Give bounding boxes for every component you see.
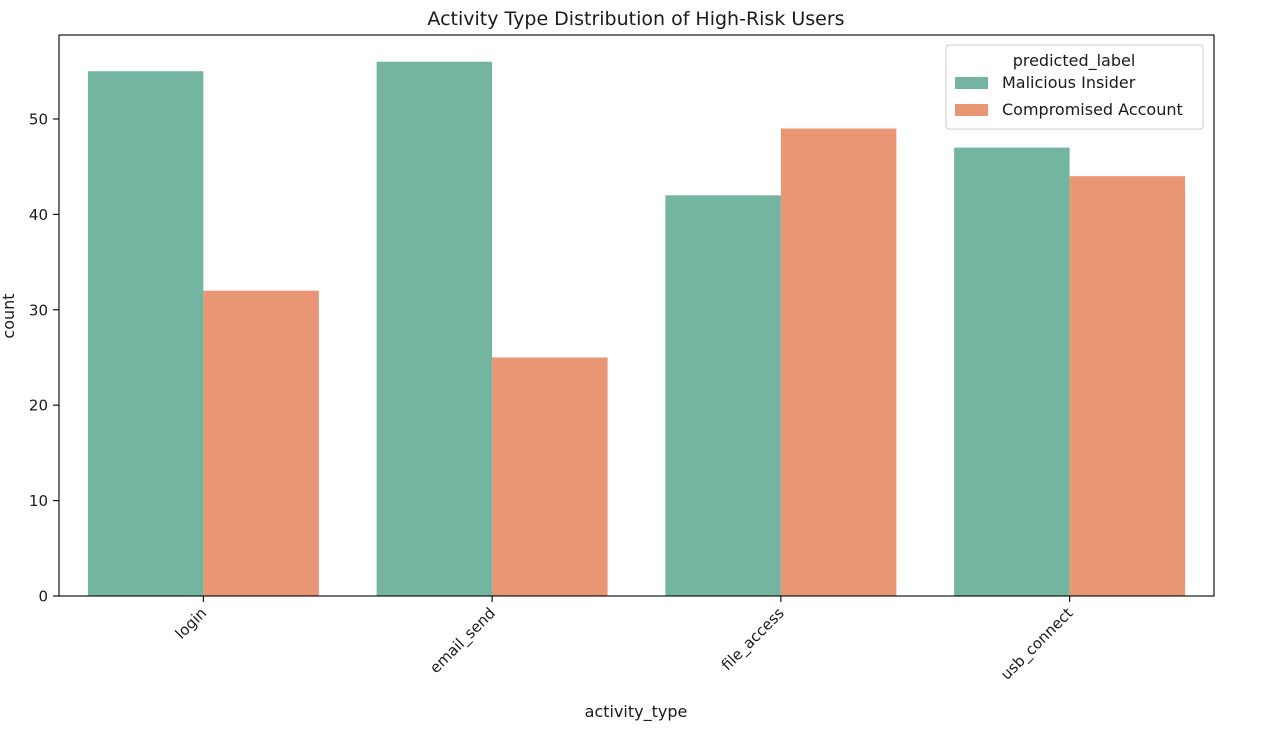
x-tick-label-usb_connect: usb_connect xyxy=(997,604,1077,684)
y-axis-label: count xyxy=(0,293,18,338)
legend-box xyxy=(945,44,1204,130)
y-tick-label: 30 xyxy=(29,301,48,319)
legend-title: predicted_label xyxy=(1013,51,1136,71)
y-tick-label: 40 xyxy=(29,206,48,224)
legend-items: Malicious Insider Compromised Account xyxy=(955,73,1183,119)
bar-login-compromised-account xyxy=(203,290,319,596)
bar-email_send-malicious-insider xyxy=(376,61,493,596)
bar-usb_connect-malicious-insider xyxy=(954,147,1070,596)
legend-swatch xyxy=(955,104,988,116)
y-tick-label: 50 xyxy=(29,110,48,128)
chart-title: Activity Type Distribution of High-Risk … xyxy=(427,8,844,30)
y-tick-label: 10 xyxy=(29,492,48,510)
bar-file_access-malicious-insider xyxy=(665,195,781,597)
x-axis-label: activity_type xyxy=(585,702,688,722)
y-tick-label: 0 xyxy=(38,588,48,606)
x-tick-label-login: login xyxy=(172,604,211,643)
bar-email_send-compromised-account xyxy=(492,357,608,596)
legend-label: Compromised Account xyxy=(1002,100,1183,119)
bars-group xyxy=(87,61,1186,597)
x-axis: login email_send file_access usb_connect xyxy=(172,596,1077,684)
bar-login-malicious-insider xyxy=(87,71,204,596)
y-tick-label: 20 xyxy=(29,397,48,415)
legend: predicted_label Malicious Insider Comprom… xyxy=(945,44,1204,130)
x-tick-label-email_send: email_send xyxy=(426,604,500,678)
legend-label: Malicious Insider xyxy=(1002,73,1136,92)
plot-area-frame xyxy=(58,34,1215,597)
x-tick-label-file_access: file_access xyxy=(718,604,789,675)
bar-file_access-compromised-account xyxy=(780,128,897,596)
legend-swatch xyxy=(955,77,988,89)
y-axis: 0 10 20 30 40 50 xyxy=(29,110,59,606)
bar-usb_connect-compromised-account xyxy=(1069,176,1186,596)
